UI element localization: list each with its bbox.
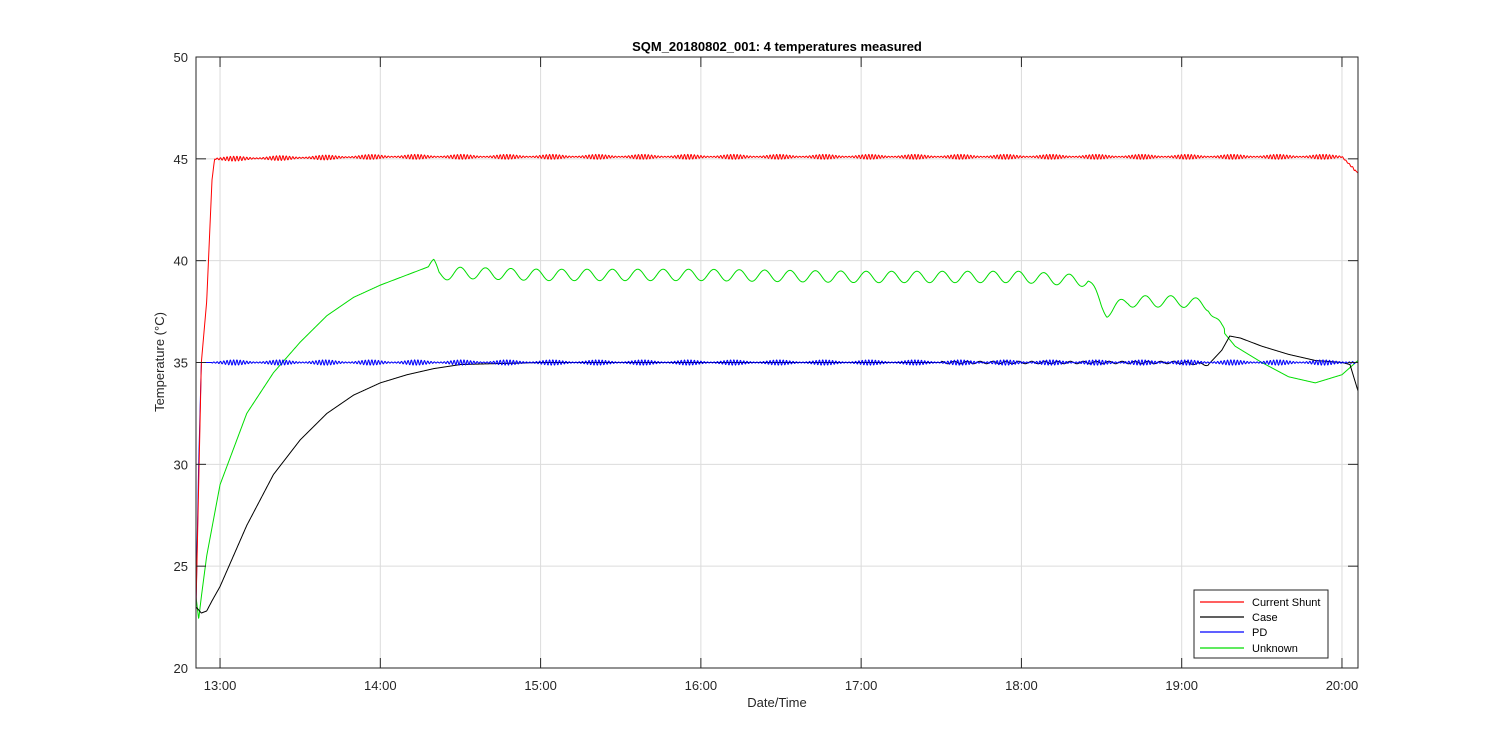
legend-box xyxy=(1193,589,1329,659)
x-tick-label-14-00: 14:00 xyxy=(364,678,397,693)
y-tick-label-35: 35 xyxy=(174,356,188,371)
y-tick-label-40: 40 xyxy=(174,254,188,269)
series-line-pd xyxy=(195,359,1359,607)
x-axis-label: Date/Time xyxy=(747,695,806,710)
legend-label-case: Case xyxy=(1252,612,1278,624)
y-tick-labels: 20 25 30 35 40 45 50 xyxy=(174,50,188,676)
x-tick-label-17-00: 17:00 xyxy=(845,678,878,693)
x-tick-label-13-00: 13:00 xyxy=(204,678,237,693)
series-line-current-shunt xyxy=(195,153,1359,607)
x-tick-label-16-00: 16:00 xyxy=(685,678,718,693)
series-line-unknown xyxy=(195,258,1359,619)
y-tick-label-30: 30 xyxy=(174,457,188,472)
chart-title: SQM_20180802_001: 4 temperatures measure… xyxy=(632,39,922,54)
y-tick-label-20: 20 xyxy=(174,661,188,676)
y-tick-label-25: 25 xyxy=(174,559,188,574)
y-axis-label: Temperature (°C) xyxy=(152,312,167,412)
y-tick-label-50: 50 xyxy=(174,50,188,65)
y-tick-label-45: 45 xyxy=(174,152,188,167)
series-layer xyxy=(195,153,1359,619)
legend-label-current-shunt: Current Shunt xyxy=(1252,597,1320,609)
x-tick-label-19-00: 19:00 xyxy=(1165,678,1198,693)
legend: Current Shunt Case PD Unknown xyxy=(1193,589,1329,659)
x-tick-labels: 13:00 14:00 15:00 16:00 17:00 18:00 19:00 20:00 xyxy=(204,678,1358,693)
legend-label-pd: PD xyxy=(1252,627,1267,639)
x-tick-label-18-00: 18:00 xyxy=(1005,678,1038,693)
legend-label-unknown: Unknown xyxy=(1252,643,1298,655)
tick-marks xyxy=(196,56,1358,669)
x-tick-label-20-00: 20:00 xyxy=(1326,678,1359,693)
x-tick-label-15-00: 15:00 xyxy=(524,678,557,693)
